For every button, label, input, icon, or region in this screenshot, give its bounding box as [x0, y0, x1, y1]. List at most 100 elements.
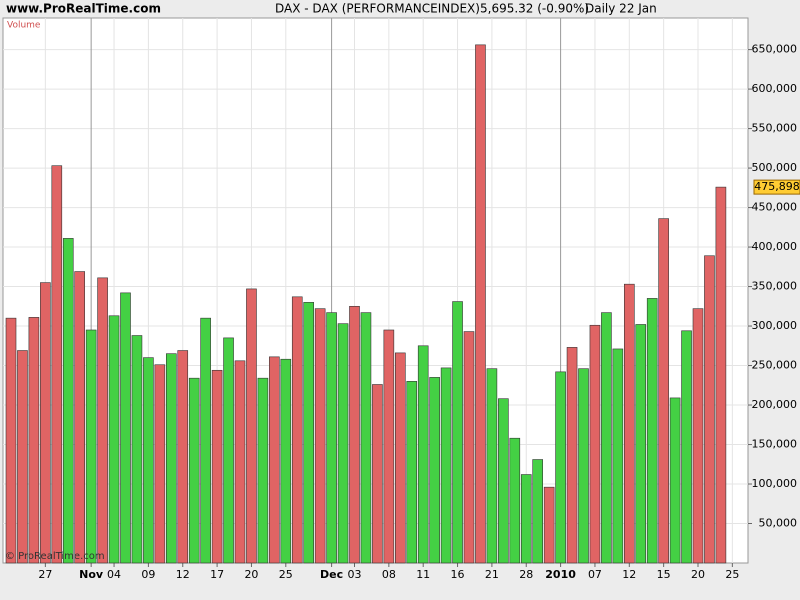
last-value-tag [753, 179, 800, 195]
x-tick-label: 25 [279, 568, 293, 581]
bar [498, 398, 509, 564]
bar [383, 329, 395, 564]
bar [154, 364, 166, 564]
bar [257, 377, 269, 564]
quote: 5,695.32 (-0.90%) [480, 2, 589, 16]
bar [658, 218, 669, 564]
y-tick-label: 150,000 [752, 438, 798, 451]
panel-label: Volume [7, 21, 41, 31]
y-tick-label: 100,000 [752, 477, 798, 490]
x-tick-label: 09 [141, 568, 155, 581]
bar [463, 331, 475, 564]
bar [40, 282, 51, 564]
bar [74, 271, 85, 564]
x-tick-label: 16 [451, 568, 465, 581]
x-tick-label: 2010 [545, 568, 576, 581]
bar [17, 350, 28, 564]
bar [303, 302, 315, 564]
bar [623, 283, 635, 564]
bar [177, 350, 189, 564]
title: DAX - DAX (PERFORMANCEINDEX) [275, 2, 480, 16]
bar [601, 312, 612, 564]
x-tick-label: 12 [176, 568, 190, 581]
bar [51, 165, 63, 564]
x-tick-label: 15 [657, 568, 671, 581]
bar [28, 317, 40, 564]
bar [143, 357, 154, 564]
bar [269, 356, 280, 564]
bar [578, 368, 589, 564]
bar [520, 474, 532, 564]
bar [475, 44, 486, 564]
bar [280, 358, 292, 564]
y-tick-label: 200,000 [752, 398, 798, 411]
y-tick-label: 50,000 [759, 517, 798, 530]
bar [486, 368, 498, 564]
bar [669, 397, 681, 564]
bar [337, 323, 349, 564]
x-tick-label: 17 [210, 568, 224, 581]
x-tick-label: 11 [416, 568, 430, 581]
x-tick-label: 03 [348, 568, 362, 581]
bar [440, 367, 452, 564]
x-tick-label: 20 [244, 568, 258, 581]
bar [131, 335, 143, 564]
bar [692, 308, 704, 564]
bar [429, 377, 440, 564]
bar [589, 324, 601, 564]
site: www.ProRealTime.com [6, 2, 161, 16]
x-tick-label: 21 [485, 568, 499, 581]
bar [314, 308, 326, 564]
bar [704, 255, 715, 564]
x-tick-label: Dec [320, 568, 343, 581]
x-tick-label: 20 [691, 568, 705, 581]
x-tick-label: 04 [107, 568, 121, 581]
x-tick-label: 28 [519, 568, 533, 581]
bar [394, 352, 406, 564]
y-tick-label: 300,000 [752, 319, 798, 332]
y-tick-label: 500,000 [752, 161, 798, 174]
bar [223, 337, 234, 564]
y-tick-label: 600,000 [752, 82, 798, 95]
bar [452, 301, 463, 564]
bar [120, 292, 131, 564]
bar [532, 459, 544, 564]
bar [326, 312, 337, 564]
bar [62, 238, 74, 564]
bar [715, 186, 727, 564]
x-tick-label: 25 [725, 568, 739, 581]
y-tick-label: 550,000 [752, 122, 798, 135]
bar [234, 360, 246, 564]
bar [291, 296, 303, 564]
bar [85, 329, 97, 564]
x-tick-label: 12 [622, 568, 636, 581]
bar [211, 369, 223, 564]
bar [543, 486, 555, 564]
bar [635, 324, 647, 564]
x-tick-label: 07 [588, 568, 602, 581]
x-tick-label: 27 [38, 568, 52, 581]
bar [646, 298, 658, 564]
last-value-label: 475,898 [754, 180, 800, 193]
bar [372, 384, 383, 564]
bar [509, 437, 521, 564]
bar [166, 353, 177, 564]
bar [555, 371, 566, 564]
bar [566, 347, 578, 564]
bar [612, 348, 624, 564]
period: Daily 22 Jan [585, 2, 657, 16]
bar [349, 305, 360, 564]
x-tick-label: 08 [382, 568, 396, 581]
bar [97, 277, 108, 564]
bar [681, 330, 692, 564]
bar [200, 317, 211, 564]
bar [188, 377, 200, 564]
y-tick-label: 400,000 [752, 240, 798, 253]
bar [5, 317, 17, 564]
bar [360, 312, 372, 564]
y-tick-label: 350,000 [752, 280, 798, 293]
bar [406, 381, 418, 564]
bar [108, 315, 120, 564]
